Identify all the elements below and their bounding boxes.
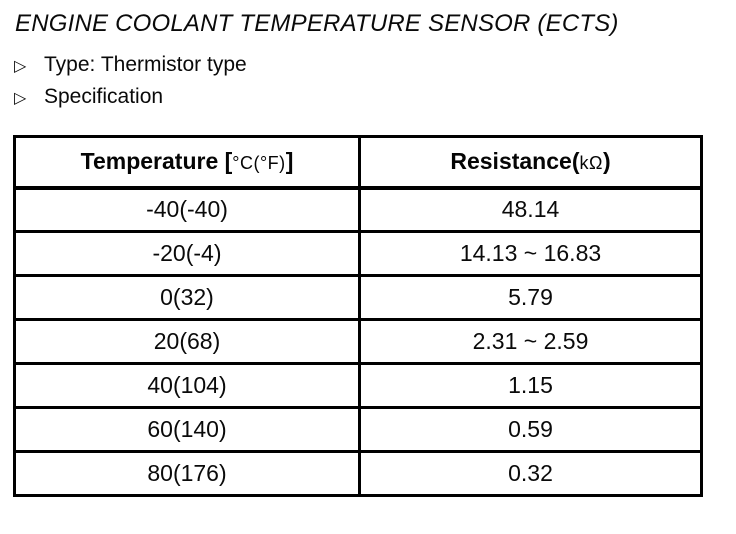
page-title: ENGINE COOLANT TEMPERATURE SENSOR (ECTS): [15, 10, 619, 37]
resistance-header-label: Resistance(: [450, 148, 580, 175]
temperature-header-bracket: ]: [285, 148, 294, 175]
resistance-header-bracket: ): [602, 148, 611, 175]
specification-table: Temperature [°C(°F)] Resistance(kΩ) -40(…: [13, 135, 703, 497]
table-row: 0(32) 5.79: [13, 274, 703, 321]
resistance-cell: 1.15: [358, 362, 703, 409]
resistance-cell: 2.31 ~ 2.59: [358, 318, 703, 365]
triangle-bullet-icon: ▷: [14, 88, 27, 107]
resistance-unit: kΩ: [579, 153, 603, 174]
resistance-cell: 48.14: [358, 186, 703, 233]
temperature-cell: 0(32): [13, 274, 361, 321]
temperature-cell: 20(68): [13, 318, 361, 365]
temperature-unit: °C(°F): [232, 153, 286, 174]
resistance-column-header: Resistance(kΩ): [358, 135, 703, 190]
temperature-cell: 60(140): [13, 406, 361, 453]
table-row: 60(140) 0.59: [13, 406, 703, 453]
table-header-row: Temperature [°C(°F)] Resistance(kΩ): [13, 135, 703, 190]
resistance-cell: 14.13 ~ 16.83: [358, 230, 703, 277]
bullet-list: ▷ Type: Thermistor type ▷ Specification: [14, 49, 247, 113]
triangle-bullet-icon: ▷: [14, 56, 27, 75]
temperature-column-header: Temperature [°C(°F)]: [13, 135, 361, 190]
resistance-cell: 0.32: [358, 450, 703, 497]
table-row: -20(-4) 14.13 ~ 16.83: [13, 230, 703, 277]
table-row: 80(176) 0.32: [13, 450, 703, 497]
resistance-cell: 0.59: [358, 406, 703, 453]
table-row: 20(68) 2.31 ~ 2.59: [13, 318, 703, 365]
table-row: -40(-40) 48.14: [13, 186, 703, 233]
temperature-cell: -20(-4): [13, 230, 361, 277]
bullet-label: Specification: [44, 85, 164, 108]
table-row: 40(104) 1.15: [13, 362, 703, 409]
bullet-item-type: ▷ Type: Thermistor type: [14, 49, 247, 81]
temperature-cell: -40(-40): [13, 186, 361, 233]
temperature-cell: 80(176): [13, 450, 361, 497]
temperature-cell: 40(104): [13, 362, 361, 409]
temperature-header-label: Temperature [: [80, 148, 233, 175]
bullet-item-specification: ▷ Specification: [14, 81, 247, 113]
resistance-cell: 5.79: [358, 274, 703, 321]
bullet-label: Type: Thermistor type: [44, 53, 247, 76]
